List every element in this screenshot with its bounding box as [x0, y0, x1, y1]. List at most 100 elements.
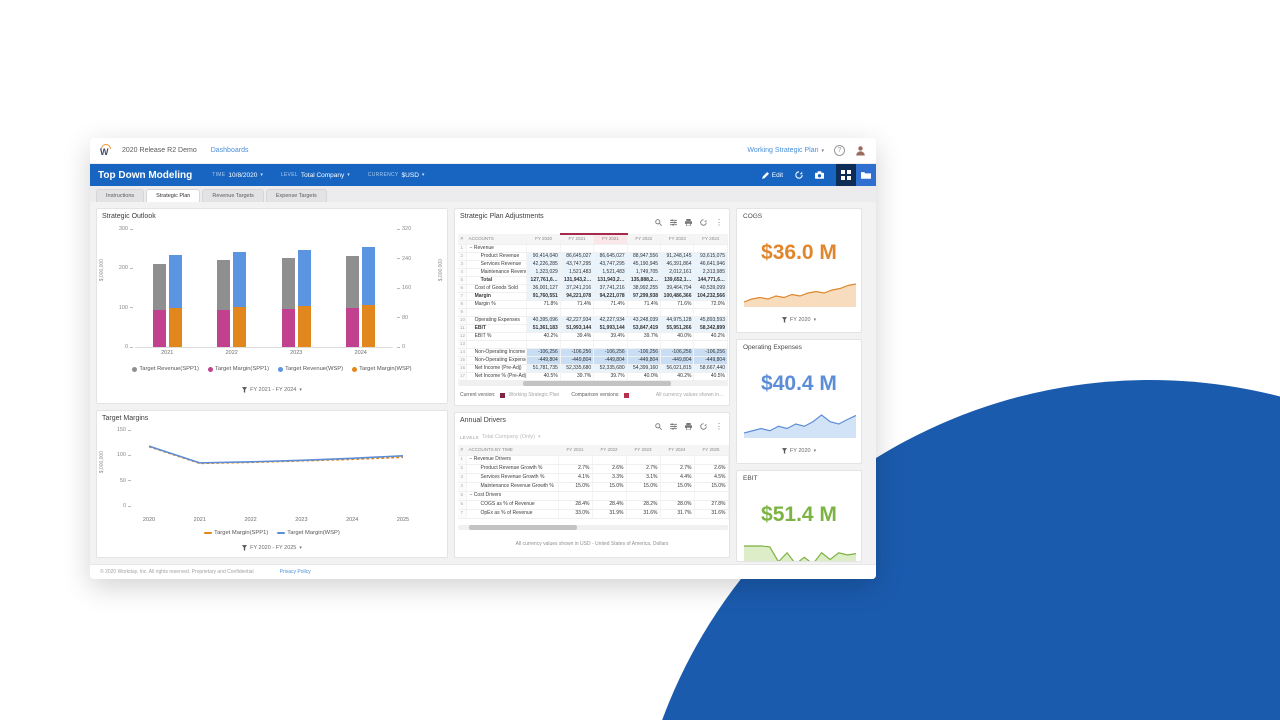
sheet-cell[interactable]: 45,893,593	[693, 316, 728, 325]
sheet-cell[interactable]: -106,256	[593, 348, 628, 357]
sheet-cell[interactable]: 90,414,040	[526, 252, 561, 261]
currency-dropdown[interactable]: CURRENCY $USD ▾	[368, 172, 425, 179]
sheet-cell[interactable]: -449,804	[526, 356, 561, 365]
nav-dashboards-link[interactable]: Dashboards	[210, 147, 249, 154]
sheet-cell[interactable]: 39.7%	[593, 372, 628, 381]
sheet-cell[interactable]: 37,241,216	[560, 284, 595, 293]
apps-grid-button[interactable]	[836, 164, 856, 186]
sheet-cell[interactable]: 40.0%	[627, 372, 662, 381]
sheet-cell[interactable]: 58,342,899	[693, 324, 728, 333]
reports-folder-button[interactable]	[856, 164, 876, 186]
sheet-cell[interactable]: 31.9%	[592, 509, 627, 519]
refresh-icon[interactable]	[700, 219, 707, 226]
sheet-cell[interactable]: 100,486,366	[660, 292, 695, 301]
sheet-cell[interactable]: 127,761,6…	[526, 276, 561, 285]
sheet-cell[interactable]: -449,804	[560, 356, 595, 365]
sheet-cell[interactable]: 3.3%	[592, 473, 627, 483]
time-filter-dropdown[interactable]: FY 2020 - FY 2025 ▾	[97, 545, 447, 551]
sheet-cell[interactable]: 39.7%	[560, 372, 595, 381]
tab-expense-targets[interactable]: Expense Targets	[265, 189, 327, 202]
time-filter-dropdown[interactable]: FY 2020 ▾	[737, 448, 861, 454]
horizontal-scrollbar[interactable]	[458, 525, 728, 530]
sheet-cell[interactable]: 94,221,078	[593, 292, 628, 301]
sheet-cell[interactable]: 91,248,145	[660, 252, 695, 261]
sheet-cell[interactable]: 1,323,029	[526, 268, 561, 277]
sheet-cell[interactable]: 97,299,938	[627, 292, 662, 301]
search-icon[interactable]	[655, 423, 662, 430]
sheet-cell[interactable]: 54,399,160	[627, 364, 662, 373]
print-icon[interactable]	[685, 423, 692, 430]
horizontal-scrollbar[interactable]	[458, 381, 728, 386]
sheet-cell[interactable]: 15.0%	[558, 482, 593, 492]
sheet-cell[interactable]: 42,227,934	[560, 316, 595, 325]
sheet-cell[interactable]: 40.2%	[526, 332, 561, 341]
sheet-cell[interactable]: 31.6%	[694, 509, 729, 519]
sheet-cell[interactable]: 36,001,127	[526, 284, 561, 293]
user-avatar-icon[interactable]	[855, 145, 866, 156]
sheet-cell[interactable]: 27.8%	[694, 500, 729, 510]
sheet-cell[interactable]: 43,747,295	[593, 260, 628, 269]
sheet-cell[interactable]: 33.0%	[558, 509, 593, 519]
sheet-cell[interactable]: 2.7%	[558, 464, 593, 474]
sheet-cell[interactable]: -106,256	[627, 348, 662, 357]
tab-revenue-targets[interactable]: Revenue Targets	[202, 189, 264, 202]
sheet-cell[interactable]: -449,804	[627, 356, 662, 365]
sheet-cell[interactable]: 72.0%	[693, 300, 728, 309]
help-icon[interactable]: ?	[834, 145, 845, 156]
edit-button[interactable]: Edit	[761, 171, 783, 179]
sheet-cell[interactable]: 86,645,027	[593, 252, 628, 261]
sheet-cell[interactable]: 86,645,027	[560, 252, 595, 261]
sheet-cell[interactable]: 1,521,483	[560, 268, 595, 277]
sheet-cell[interactable]: 71.8%	[526, 300, 561, 309]
sheet-cell[interactable]: 52,335,680	[593, 364, 628, 373]
time-dropdown[interactable]: TIME 10/8/2020 ▾	[212, 172, 263, 179]
sheet-cell[interactable]: 15.0%	[694, 482, 729, 492]
sheet-cell[interactable]: 51,993,144	[560, 324, 595, 333]
sheet-cell[interactable]: 2.6%	[694, 464, 729, 474]
tab-instructions[interactable]: Instructions	[96, 189, 145, 202]
sheet-cell[interactable]: 39.4%	[560, 332, 595, 341]
sheet-cell[interactable]: 39,464,794	[660, 284, 695, 293]
sheet-cell[interactable]: 51,993,144	[593, 324, 628, 333]
sheet-cell[interactable]: 4.5%	[694, 473, 729, 483]
more-options-icon[interactable]: ⋮	[715, 421, 723, 431]
print-icon[interactable]	[685, 219, 692, 226]
sheet-cell[interactable]: 28.4%	[592, 500, 627, 510]
sheet-cell[interactable]: 39.4%	[593, 332, 628, 341]
sheet-cell[interactable]: 71.4%	[593, 300, 628, 309]
sheet-cell[interactable]: 71.4%	[560, 300, 595, 309]
sheet-cell[interactable]: 71.6%	[660, 300, 695, 309]
time-filter-dropdown[interactable]: FY 2020 ▾	[737, 317, 861, 323]
display-options-icon[interactable]	[670, 423, 677, 430]
sheet-cell[interactable]: 55,951,266	[660, 324, 695, 333]
sheet-cell[interactable]: 43,747,295	[560, 260, 595, 269]
sheet-cell[interactable]: 56,021,815	[660, 364, 695, 373]
sheet-cell[interactable]: 2,313,985	[693, 268, 728, 277]
sheet-cell[interactable]: 40,539,099	[693, 284, 728, 293]
sheet-cell[interactable]: 135,888,2…	[627, 276, 662, 285]
refresh-button[interactable]	[795, 171, 803, 179]
sheet-cell[interactable]: 28.2%	[626, 500, 661, 510]
sheet-cell[interactable]: 4.1%	[558, 473, 593, 483]
sheet-cell[interactable]: 131,943,2…	[560, 276, 595, 285]
sheet-cell[interactable]: 28.4%	[558, 500, 593, 510]
sheet-cell[interactable]: 51,781,735	[526, 364, 561, 373]
sheet-cell[interactable]: -106,256	[560, 348, 595, 357]
sheet-cell[interactable]: 1,749,705	[627, 268, 662, 277]
sheet-cell[interactable]: 58,667,440	[693, 364, 728, 373]
sheet-cell[interactable]: 42,227,934	[593, 316, 628, 325]
sheet-cell[interactable]: 38,992,255	[627, 284, 662, 293]
sheet-cell[interactable]: 28.0%	[660, 500, 695, 510]
sheet-cell[interactable]: 2.6%	[592, 464, 627, 474]
sheet-cell[interactable]: 131,943,2…	[593, 276, 628, 285]
sheet-cell[interactable]: 42,226,285	[526, 260, 561, 269]
privacy-policy-link[interactable]: Privacy Policy	[279, 569, 311, 575]
sheet-cell[interactable]: 104,232,566	[693, 292, 728, 301]
display-options-icon[interactable]	[670, 219, 677, 226]
plan-version-dropdown[interactable]: Working Strategic Plan ▾	[747, 147, 824, 154]
sheet-cell[interactable]: 71.4%	[627, 300, 662, 309]
sheet-cell[interactable]: 40.2%	[693, 332, 728, 341]
sheet-cell[interactable]: 31.6%	[626, 509, 661, 519]
sheet-cell[interactable]: -449,804	[693, 356, 728, 365]
sheet-cell[interactable]: -449,804	[660, 356, 695, 365]
